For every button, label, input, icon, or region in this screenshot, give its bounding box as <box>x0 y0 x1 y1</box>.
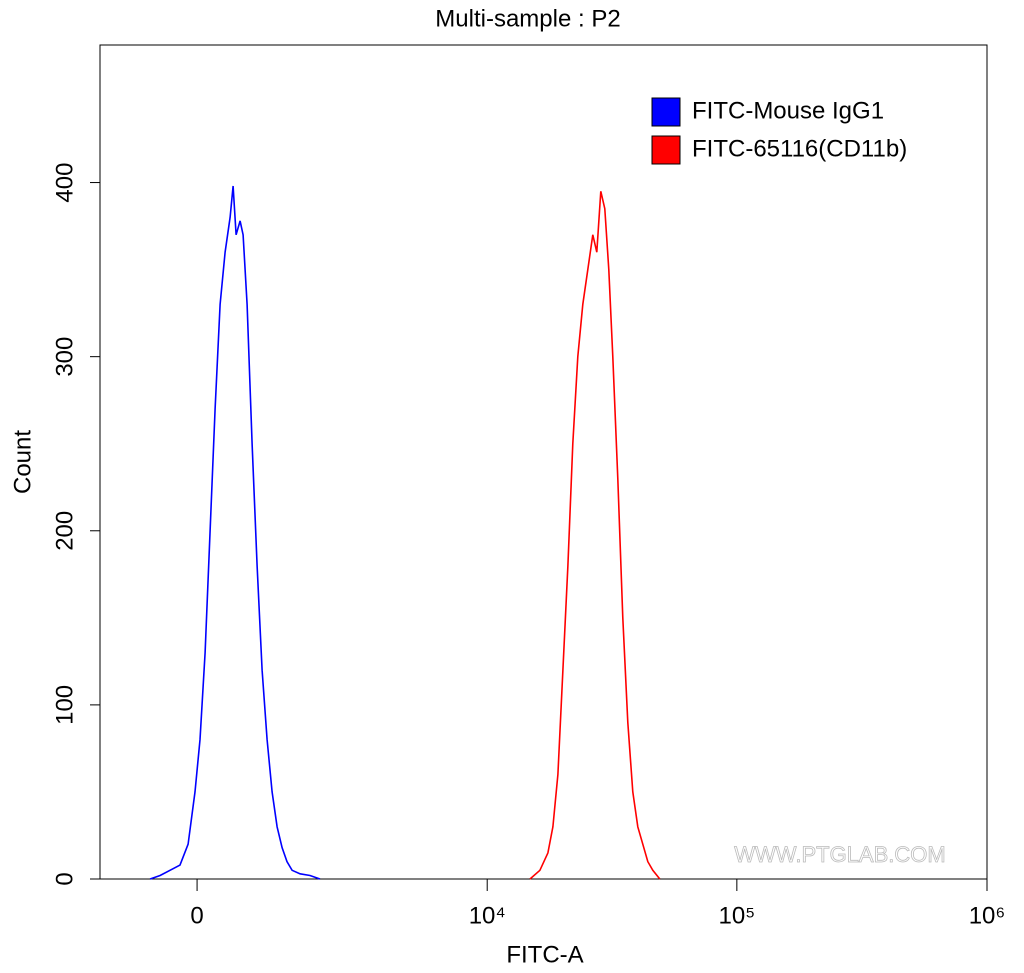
series-line <box>529 191 661 880</box>
x-tick-label: 0 <box>190 902 203 929</box>
x-tick-label: 10⁶ <box>969 902 1006 929</box>
y-tick-label: 400 <box>51 163 78 203</box>
x-tick-label: 10⁴ <box>469 902 506 929</box>
x-axis-label: FITC-A <box>506 941 583 968</box>
legend-swatch <box>651 97 681 127</box>
plot-frame <box>99 44 988 880</box>
series-line <box>149 185 321 880</box>
legend-label: FITC-Mouse IgG1 <box>692 97 884 124</box>
legend-swatch <box>651 135 681 165</box>
x-tick-label: 10⁵ <box>719 902 756 929</box>
y-axis-label: Count <box>9 430 36 494</box>
y-tick-label: 0 <box>51 872 78 885</box>
y-tick-label: 300 <box>51 337 78 377</box>
legend-label: FITC-65116(CD11b) <box>692 135 907 162</box>
y-tick-label: 100 <box>51 685 78 725</box>
chart-title: Multi-sample : P2 <box>435 5 620 32</box>
watermark: WWW.PTGLAB.COM <box>734 842 945 867</box>
y-tick-label: 200 <box>51 511 78 551</box>
